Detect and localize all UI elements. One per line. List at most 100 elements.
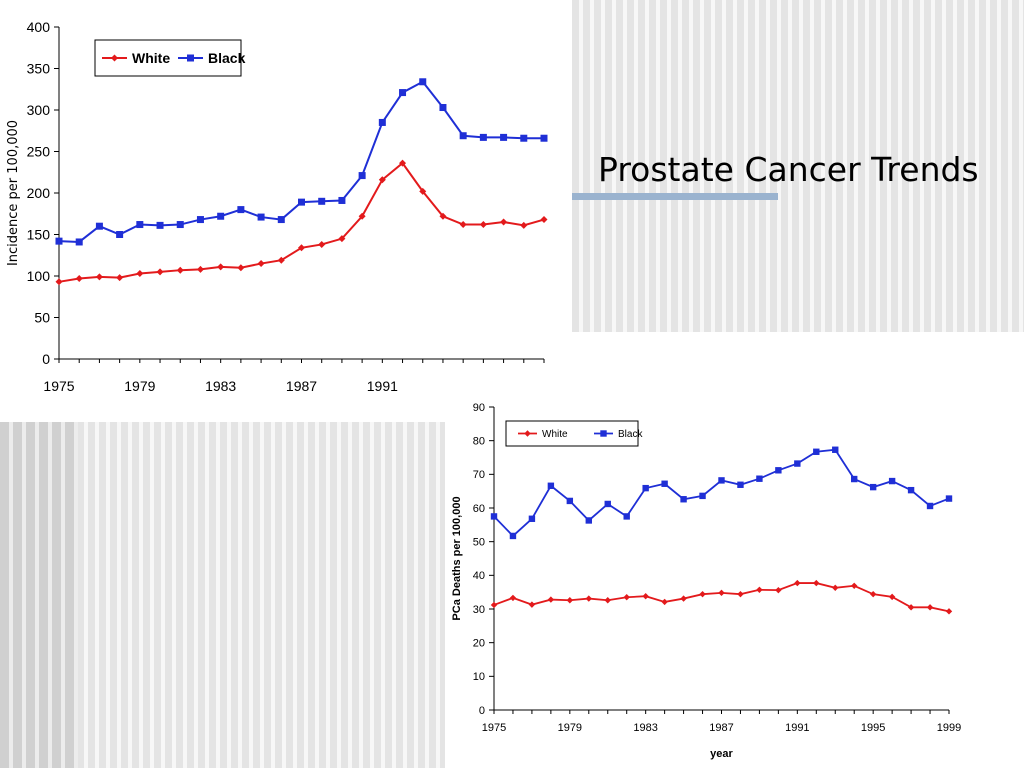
data-point-white: [75, 274, 83, 282]
data-point-white: [509, 594, 517, 602]
y-tick-label: 80: [473, 436, 485, 448]
data-point-black: [196, 216, 204, 224]
x-tick-label: 1991: [367, 378, 398, 394]
y-axis-title: PCa Deaths per 100,000: [451, 496, 463, 620]
data-point-black: [75, 238, 83, 246]
data-point-black: [926, 502, 934, 510]
data-point-white: [419, 187, 427, 195]
data-point-black: [459, 132, 467, 140]
mortality-chart: 0 10 20 30 40 50 60 70 80 90 1975 1979 1983 1987 1991 1…: [451, 402, 961, 760]
data-point-white: [459, 221, 467, 229]
decorative-stripes-top-right: [572, 0, 1024, 332]
data-point-black: [604, 500, 611, 508]
data-point-black: [540, 134, 548, 142]
data-point-white: [479, 221, 487, 229]
series-black-line: [493, 448, 950, 538]
data-point-white: [196, 265, 204, 273]
series-black: [55, 78, 548, 246]
data-point-white: [661, 598, 668, 606]
data-point-white: [136, 270, 144, 278]
data-point-white: [945, 608, 953, 615]
data-point-black: [945, 495, 953, 502]
data-point-black: [500, 133, 508, 141]
data-point-white: [318, 240, 326, 248]
x-tick-label: 1999: [937, 722, 961, 734]
data-point-white: [585, 595, 592, 602]
data-point-white: [888, 593, 896, 601]
y-tick-label: 200: [27, 185, 51, 201]
data-point-white: [520, 221, 528, 229]
data-point-white: [237, 264, 245, 272]
data-point-white: [832, 584, 839, 591]
legend-label-white: White: [542, 429, 568, 440]
data-point-white: [217, 263, 225, 271]
y-tick-label: 10: [473, 671, 485, 683]
y-tick-label: 0: [479, 705, 485, 717]
x-tick-label: 1983: [633, 722, 657, 734]
data-point-white: [851, 582, 858, 589]
series-black-line: [58, 80, 544, 243]
data-point-white: [490, 601, 498, 609]
data-point-white: [680, 595, 687, 602]
legend-marker-white: [111, 54, 118, 62]
data-point-black: [756, 475, 763, 482]
data-point-black: [907, 486, 915, 494]
x-tick-label: 1975: [482, 722, 506, 734]
data-point-black: [136, 221, 144, 229]
data-point-black: [642, 484, 649, 492]
data-point-white: [257, 260, 265, 268]
data-point-white: [869, 590, 877, 598]
data-point-black: [888, 477, 896, 485]
data-point-white: [298, 244, 305, 252]
legend-label-black: Black: [618, 429, 643, 440]
x-tick-label: 1979: [124, 378, 155, 394]
legend-marker-black: [600, 430, 607, 437]
data-point-white: [623, 594, 630, 601]
data-point-black: [257, 213, 265, 221]
data-point-black: [794, 460, 801, 467]
x-tick-label: 1983: [205, 378, 236, 394]
legend-label-white: White: [132, 50, 170, 66]
data-point-black: [737, 481, 744, 488]
data-point-black: [490, 513, 498, 520]
data-point-black: [680, 496, 687, 503]
y-tick-label: 150: [27, 226, 51, 242]
data-point-black: [95, 222, 103, 230]
y-tick-label: 400: [27, 19, 51, 35]
y-tick-label: 250: [27, 143, 51, 159]
legend: White Black: [505, 420, 643, 447]
data-point-black: [358, 172, 366, 180]
x-tick-label: 1991: [785, 722, 809, 734]
x-tick-label: 1975: [43, 378, 74, 394]
slide-title: Prostate Cancer Trends: [598, 150, 979, 189]
title-accent-bar: [572, 193, 778, 200]
data-point-black: [528, 515, 536, 522]
x-tick-label: 1987: [709, 722, 733, 734]
y-tick-label: 90: [473, 402, 485, 414]
data-point-white: [378, 176, 386, 184]
data-point-white: [718, 589, 725, 597]
data-point-white: [439, 212, 447, 220]
series-white: [55, 159, 548, 286]
y-tick-label: 50: [34, 309, 50, 325]
data-point-white: [540, 216, 548, 224]
x-tick-label: 1979: [558, 722, 582, 734]
series-white-line: [493, 582, 950, 613]
data-point-white: [547, 596, 555, 603]
y-tick-label: 350: [27, 60, 51, 76]
data-point-black: [176, 221, 184, 229]
y-tick-label: 100: [27, 268, 51, 284]
data-point-black: [775, 467, 782, 474]
legend-marker-black: [187, 54, 194, 62]
series-white: [490, 579, 953, 615]
data-point-white: [156, 268, 164, 276]
data-point-white: [95, 273, 103, 281]
data-point-black: [718, 477, 725, 484]
x-tick-label: 1995: [861, 722, 885, 734]
data-point-white: [338, 235, 346, 243]
data-point-black: [832, 446, 839, 453]
y-tick-label: 50: [473, 537, 485, 549]
data-point-black: [699, 492, 706, 500]
data-point-black: [566, 497, 574, 505]
data-point-white: [775, 586, 782, 594]
